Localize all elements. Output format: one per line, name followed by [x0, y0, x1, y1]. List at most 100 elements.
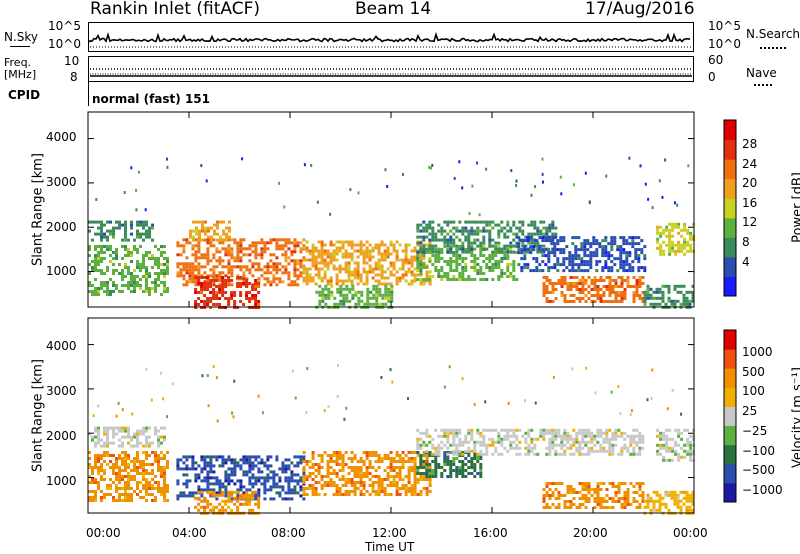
power-band-2-cell	[281, 280, 285, 284]
power-band-7-cell	[437, 257, 441, 260]
power-band-5-cell	[320, 276, 324, 280]
power-band-5-cell	[386, 246, 390, 250]
velocity-band-0-cell	[133, 460, 136, 463]
power-band-9-cell	[559, 248, 563, 252]
power-band-0-cell	[145, 287, 148, 290]
power-band-5-cell	[392, 243, 396, 247]
power-band-5-cell	[317, 267, 321, 271]
velocity-band-4-cell	[311, 478, 315, 481]
power-band-5-cell	[362, 252, 366, 256]
velocity-band-2-cell	[224, 476, 228, 480]
velocity-band-7-cell	[620, 482, 624, 485]
velocity-band-6-cell	[521, 434, 525, 438]
power-band-3-cell	[230, 294, 234, 297]
velocity-band-4-cell	[320, 484, 324, 487]
power-speckle	[241, 157, 244, 161]
power-band-11-cell	[691, 284, 695, 288]
velocity-band-5-cell	[473, 463, 477, 466]
power-band-3-cell	[227, 303, 231, 306]
velocity-band-0-cell	[148, 463, 151, 466]
velocity-band-2-cell	[272, 482, 276, 486]
power-band-2-cell	[257, 277, 261, 281]
velocity-band-0-cell	[118, 475, 121, 478]
velocity-band-2-cell	[206, 470, 210, 474]
velocity-band-6-cell	[455, 452, 459, 456]
power-band-3-cell	[239, 291, 243, 294]
power-band-6-cell	[378, 302, 382, 306]
velocity-band-2-cell	[245, 488, 249, 492]
velocity-band-0-cell	[127, 478, 130, 481]
power-band-2-cell	[245, 265, 249, 269]
power-band-10-cell	[581, 297, 585, 300]
velocity-band-4-cell	[407, 475, 411, 478]
velocity-band-6-cell	[533, 452, 537, 456]
power-band-5-cell	[347, 264, 351, 268]
velocity-band-6-cell	[599, 431, 603, 435]
power-band-9-cell	[610, 269, 614, 273]
velocity-band-5-cell	[455, 457, 459, 460]
velocity-band-6-cell	[554, 443, 558, 447]
power-band-9-cell	[568, 263, 572, 267]
power-band-0-cell	[115, 251, 118, 254]
velocity-band-4-cell	[320, 460, 324, 463]
velocity-band-2-cell	[260, 458, 264, 462]
velocity-band-2-cell	[194, 476, 198, 480]
power-band-2-cell	[290, 259, 294, 263]
velocity-band-0-cell	[154, 499, 157, 502]
power-band-9-cell	[619, 245, 623, 249]
velocity-band-4-cell	[335, 487, 339, 490]
velocity-speckle	[336, 395, 339, 398]
velocity-band-4-cell	[353, 481, 357, 484]
velocity-band-2-cell	[242, 455, 246, 459]
velocity-band-0-cell	[157, 487, 160, 490]
power-band-7-cell	[491, 269, 495, 272]
power-speckle	[515, 179, 518, 183]
velocity-band-0-cell	[136, 484, 139, 487]
velocity-band-2-cell	[215, 476, 219, 480]
velocity-band-7-cell	[602, 500, 606, 503]
velocity-band-0-cell	[109, 478, 112, 481]
velocity-band-5-cell	[431, 460, 435, 463]
velocity-band-3-cell	[248, 502, 252, 506]
power-band-10-cell	[551, 291, 555, 294]
power-band-5-cell	[368, 267, 372, 271]
power-band-5-cell	[347, 252, 351, 256]
velocity-band-4-cell	[410, 466, 414, 469]
power-band-8-cell	[443, 229, 447, 233]
velocity-band-4-cell	[383, 478, 387, 481]
velocity-band-6-cell	[572, 452, 576, 456]
velocity-band-3-cell	[224, 502, 228, 506]
power-band-2-cell	[206, 250, 210, 254]
velocity-band-0-cell	[124, 481, 127, 484]
velocity-band-6-cell	[476, 440, 480, 444]
power-band-10-cell	[572, 276, 576, 279]
power-band-9-cell	[595, 263, 599, 267]
power-band-3-cell	[254, 297, 258, 300]
velocity-band-0-cell	[97, 472, 100, 475]
power-band-5-cell	[374, 246, 378, 250]
velocity-band-2-cell	[284, 476, 288, 480]
velocity-band-2-cell	[266, 476, 270, 480]
velocity-band-2-cell	[293, 488, 297, 492]
power-band-2-cell	[287, 283, 291, 287]
power-band-5-cell	[305, 258, 309, 262]
power-band-2-cell	[182, 238, 186, 242]
power-band-9-cell	[589, 266, 593, 270]
power-band-12-cell	[662, 252, 666, 256]
velocity-band-4-cell	[305, 460, 309, 463]
power-band-5-cell	[341, 267, 345, 271]
power-colorbar-frame	[723, 119, 737, 297]
power-band-9-cell	[562, 260, 566, 264]
power-band-1-cell	[136, 220, 139, 224]
velocity-band-7-cell	[572, 488, 576, 491]
velocity-band-6-cell	[515, 434, 519, 438]
velocity-band-9-cell	[689, 458, 693, 462]
power-band-5-cell	[368, 252, 372, 256]
velocity-band-1-cell	[133, 435, 136, 439]
velocity-band-6-cell	[563, 431, 567, 435]
power-band-2-cell	[275, 268, 279, 272]
xtick-3: 12:00	[372, 526, 407, 540]
power-band-10-cell	[560, 291, 564, 294]
velocity-band-2-cell	[242, 473, 246, 477]
velocity-band-0-cell	[166, 487, 169, 490]
